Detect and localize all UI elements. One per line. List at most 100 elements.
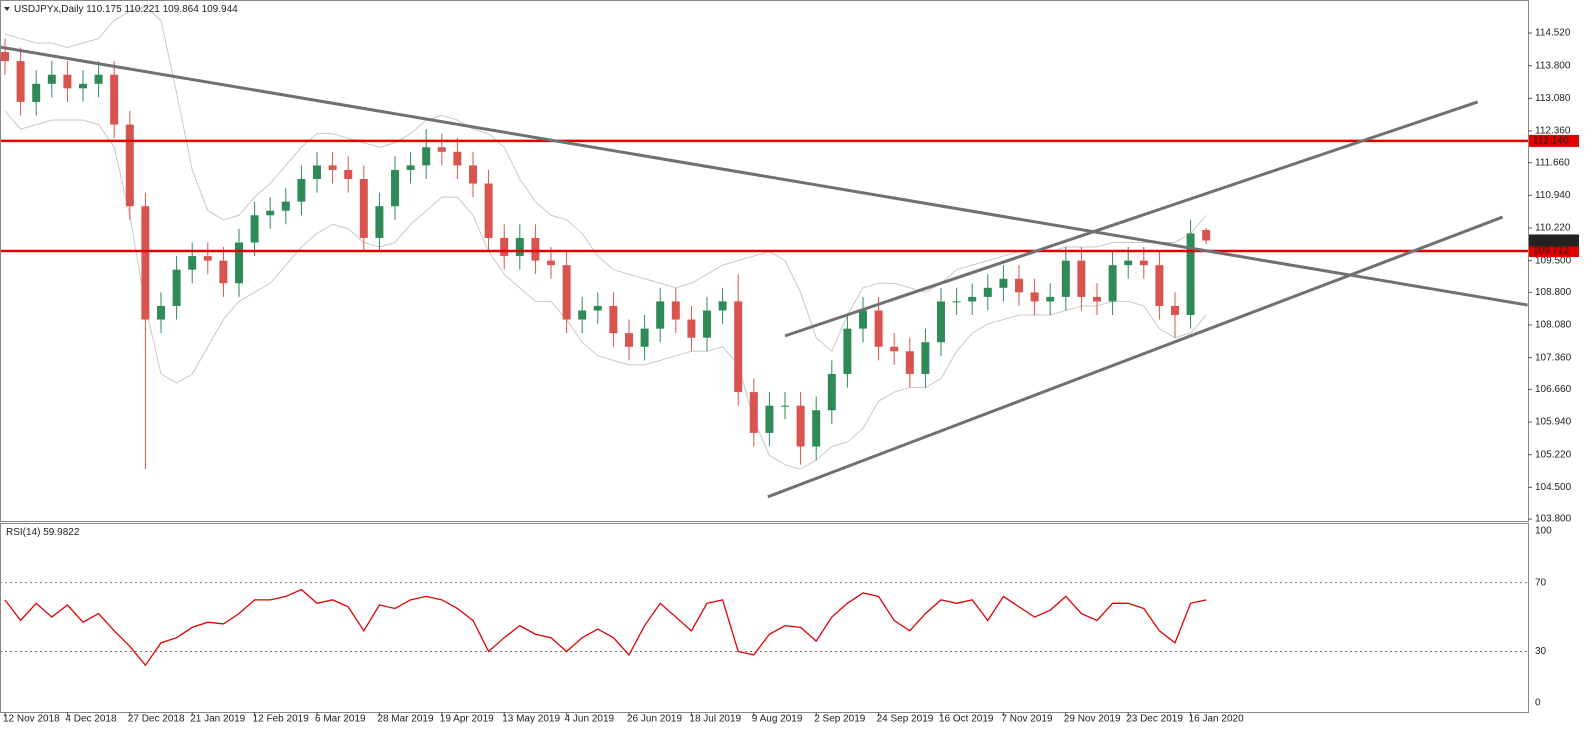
- band-lower: [4, 110, 1207, 470]
- candle-body: [1155, 265, 1164, 306]
- y-tick-label: 110.220: [1535, 223, 1571, 234]
- rsi-panel: [0, 523, 1529, 713]
- candle-body: [469, 165, 477, 184]
- y-tick-label: 110.940: [1535, 190, 1571, 201]
- candle-body: [687, 319, 696, 338]
- y-tick-label: 105.940: [1535, 417, 1572, 428]
- candle-body: [422, 147, 431, 166]
- x-tick-label: 27 Dec 2018: [128, 714, 185, 725]
- trend-line: [767, 215, 1504, 499]
- candle-body: [125, 124, 134, 207]
- candle-body: [359, 179, 368, 238]
- y-tick-label: 106.660: [1535, 384, 1572, 395]
- candle-body: [1015, 278, 1023, 293]
- candle-body: [593, 305, 602, 311]
- candle-body: [765, 405, 774, 433]
- candle-body: [1139, 260, 1148, 266]
- y-tick-label: 112.360: [1535, 126, 1571, 137]
- y-tick-label: 109.500: [1535, 255, 1572, 266]
- candle-body: [812, 410, 821, 447]
- level-label: 109.712: [1533, 246, 1570, 257]
- candle-body: [952, 301, 961, 303]
- candle-body: [547, 260, 555, 266]
- candle-body: [843, 328, 852, 374]
- candle-body: [515, 237, 524, 257]
- x-tick-label: 2 Sep 2019: [814, 714, 866, 725]
- y-tick-label: 108.800: [1535, 287, 1572, 298]
- close-value: 109.944: [202, 4, 239, 15]
- candle-body: [344, 169, 353, 180]
- candle-body: [609, 305, 618, 334]
- candle-body: [921, 342, 930, 374]
- rsi-plot: [1, 582, 1528, 667]
- candle-body: [250, 215, 259, 243]
- candle-body: [796, 405, 805, 447]
- candle-body: [188, 256, 197, 270]
- chart-header: USDJPYx,Daily 110.175 110.221 109.864 10…: [14, 4, 238, 15]
- y-tick-label: 113.800: [1535, 60, 1571, 71]
- x-tick-label: 7 Nov 2019: [1001, 714, 1053, 725]
- candle-body: [281, 201, 290, 211]
- x-tick-label: 26 Jun 2019: [627, 714, 682, 725]
- open-value: 110.175: [86, 4, 122, 15]
- candle-body: [203, 256, 212, 261]
- candle-body: [671, 301, 680, 320]
- candle-body: [313, 165, 321, 180]
- y-tick-label: 104.500: [1535, 482, 1572, 493]
- candle-body: [16, 61, 25, 102]
- band-upper: [4, 6, 1207, 353]
- candle-body: [999, 278, 1008, 288]
- axes: 114.520 113.800 113.080 112.360 111.660 110.9…: [3, 28, 1579, 725]
- candle-body: [94, 74, 103, 84]
- candle-body: [63, 74, 72, 89]
- y-tick-label: 108.080: [1535, 320, 1572, 331]
- candle-body: [235, 242, 243, 284]
- y-tick-label: 114.520: [1535, 28, 1571, 39]
- candle-body: [749, 392, 758, 433]
- candle-body: [172, 269, 181, 306]
- candle-body: [375, 206, 384, 238]
- x-tick-label: 23 Dec 2019: [1126, 714, 1183, 725]
- y-tick-label: 111.660: [1535, 157, 1570, 168]
- rsi-value: 59.9822: [43, 527, 80, 538]
- candle-body: [500, 237, 509, 257]
- candle-body: [905, 351, 914, 374]
- x-tick-label: 16 Jan 2020: [1189, 714, 1244, 725]
- candle-body: [484, 183, 493, 238]
- x-tick-label: 21 Jan 2019: [190, 714, 245, 725]
- level-label: 112.140: [1533, 136, 1569, 147]
- candle-body: [937, 301, 945, 343]
- y-tick-label: 105.220: [1535, 449, 1572, 460]
- candle-body: [297, 179, 306, 202]
- candle-body: [328, 165, 337, 170]
- candle-body: [827, 373, 836, 411]
- y-tick-label: 107.360: [1535, 352, 1572, 363]
- candle-body: [562, 265, 571, 320]
- candle-body: [625, 333, 633, 347]
- candle-body: [1046, 296, 1055, 302]
- x-tick-label: 16 Oct 2019: [939, 714, 994, 725]
- price-tag: [1529, 234, 1579, 247]
- candle-body: [453, 151, 462, 166]
- level-tag: [1529, 245, 1579, 258]
- candle-body: [1093, 296, 1101, 302]
- candle-body: [1030, 292, 1039, 302]
- candle-body: [219, 260, 228, 284]
- candle-body: [1186, 233, 1195, 316]
- candle-body: [1124, 260, 1133, 266]
- candle-body: [874, 310, 883, 347]
- candle-body: [968, 296, 977, 302]
- level-tag: [1529, 134, 1579, 147]
- candle-body: [32, 83, 41, 102]
- candle-body: [1108, 265, 1117, 302]
- x-tick-label: 6 Mar 2019: [315, 714, 366, 725]
- x-tick-label: 29 Nov 2019: [1064, 714, 1121, 725]
- candle-body: [859, 310, 867, 329]
- x-tick-label: 9 Aug 2019: [752, 714, 803, 725]
- low-value: 109.864: [163, 4, 200, 15]
- candle-body: [1077, 260, 1086, 297]
- candle-body: [406, 165, 415, 170]
- symbol: USDJPYx,Daily: [14, 4, 83, 15]
- candle-body: [110, 74, 119, 125]
